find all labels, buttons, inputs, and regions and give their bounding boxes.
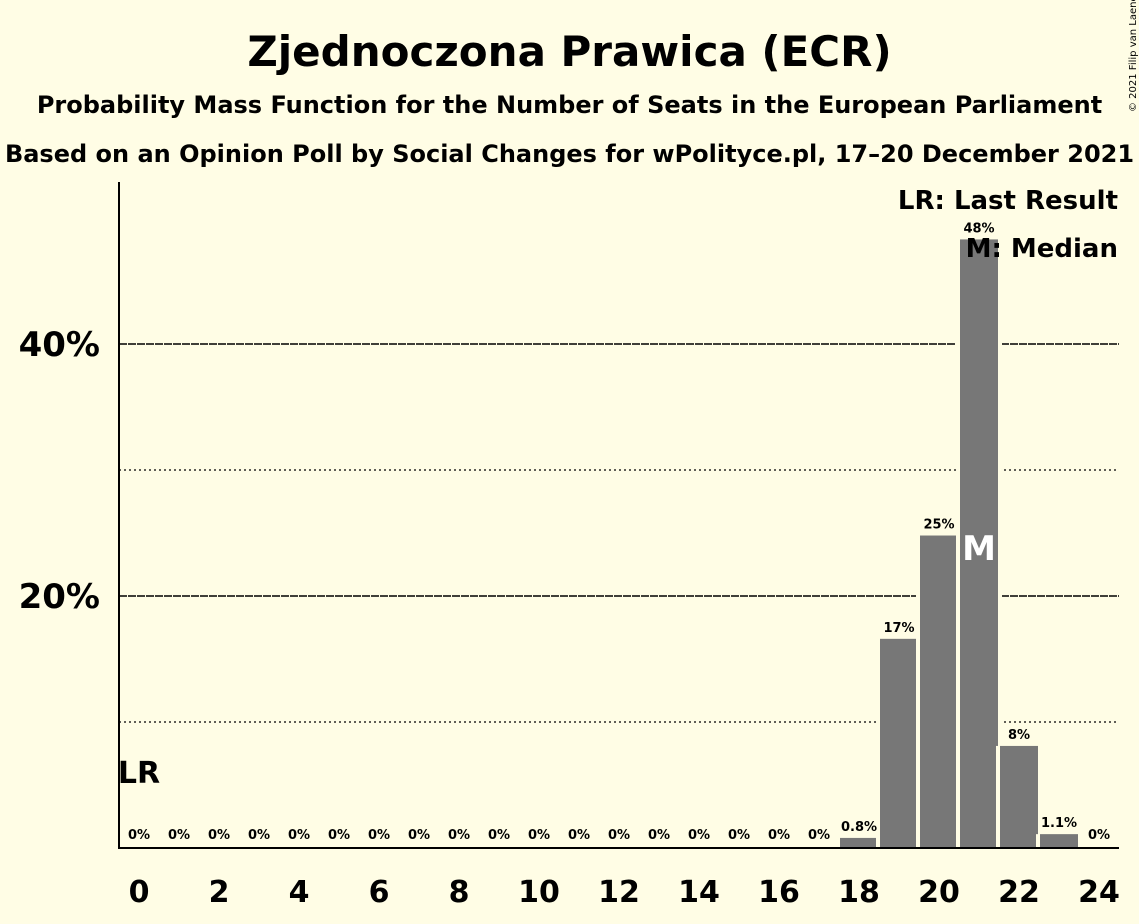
y-tick-label: 40% bbox=[19, 325, 100, 365]
x-tick-label: 8 bbox=[449, 875, 470, 910]
bar-value-label: 0% bbox=[568, 828, 590, 843]
bar-value-label: 17% bbox=[883, 621, 914, 636]
bar-value-label: 8% bbox=[1008, 728, 1030, 743]
bar-value-label: 0% bbox=[488, 828, 510, 843]
bar bbox=[1040, 834, 1078, 848]
bar-value-label: 0% bbox=[208, 828, 230, 843]
bar-value-label: 0% bbox=[1088, 828, 1110, 843]
chart-source: Based on an Opinion Poll by Social Chang… bbox=[5, 140, 1134, 168]
bar-value-label: 0% bbox=[768, 828, 790, 843]
bar bbox=[840, 837, 878, 848]
bar-value-label: 0% bbox=[328, 828, 350, 843]
bar-value-label: 0% bbox=[648, 828, 670, 843]
bar-value-label: 0% bbox=[728, 828, 750, 843]
bar-value-label: 0% bbox=[688, 828, 710, 843]
chart-subtitle: Probability Mass Function for the Number… bbox=[37, 91, 1102, 119]
bar-labels: 0% 0% 0% 0% 0% 0% 0% 0% 0% 0% 0% 0% 0% 0% 0% 0% 0% 0% 0.8%… bbox=[118, 221, 1110, 843]
bar-value-label: 0.8% bbox=[841, 820, 877, 835]
bar-value-label: 0% bbox=[368, 828, 390, 843]
x-tick-label: 2 bbox=[209, 875, 230, 910]
last-result-marker: LR bbox=[118, 756, 160, 791]
bar-value-label: 0% bbox=[608, 828, 630, 843]
x-tick-label: 14 bbox=[678, 875, 720, 910]
bar-value-label: 0% bbox=[288, 828, 310, 843]
bar-value-label: 1.1% bbox=[1041, 816, 1077, 831]
x-tick-label: 20 bbox=[918, 875, 960, 910]
bar-value-label: 0% bbox=[448, 828, 470, 843]
bar-value-label: 0% bbox=[168, 828, 190, 843]
copyright-note: © 2021 Filip van Laenen bbox=[1128, 0, 1139, 112]
x-tick-label: 6 bbox=[369, 875, 390, 910]
x-tick-label: 22 bbox=[998, 875, 1040, 910]
bar-value-label: 0% bbox=[248, 828, 270, 843]
bar-value-label: 0% bbox=[808, 828, 830, 843]
legend-last-result: LR: Last Result bbox=[898, 186, 1118, 216]
axes: 20%40%0 2 4 6 8 10 12 14 16 18 20 22 24 bbox=[19, 182, 1120, 910]
bar-value-label: 0% bbox=[128, 828, 150, 843]
x-tick-label: 16 bbox=[758, 875, 800, 910]
y-tick-label: 20% bbox=[19, 577, 100, 617]
bar bbox=[960, 239, 998, 849]
bar-value-label: 25% bbox=[923, 518, 954, 533]
bar-value-label: 0% bbox=[528, 828, 550, 843]
bar-value-label: 0% bbox=[408, 828, 430, 843]
x-tick-label: 4 bbox=[289, 875, 310, 910]
bars bbox=[836, 239, 1082, 849]
x-tick-label: 18 bbox=[838, 875, 880, 910]
chart-title: Zjednoczona Prawica (ECR) bbox=[247, 27, 891, 76]
median-marker: M bbox=[962, 529, 996, 569]
x-tick-label: 10 bbox=[518, 875, 560, 910]
x-tick-label: 0 bbox=[129, 875, 150, 910]
bar-value-label: 48% bbox=[963, 221, 994, 236]
x-tick-label: 12 bbox=[598, 875, 640, 910]
legend-median: M: Median bbox=[966, 234, 1118, 264]
bar bbox=[1000, 745, 1038, 848]
bar bbox=[880, 638, 918, 848]
bar bbox=[920, 535, 958, 848]
x-tick-label: 24 bbox=[1078, 875, 1120, 910]
